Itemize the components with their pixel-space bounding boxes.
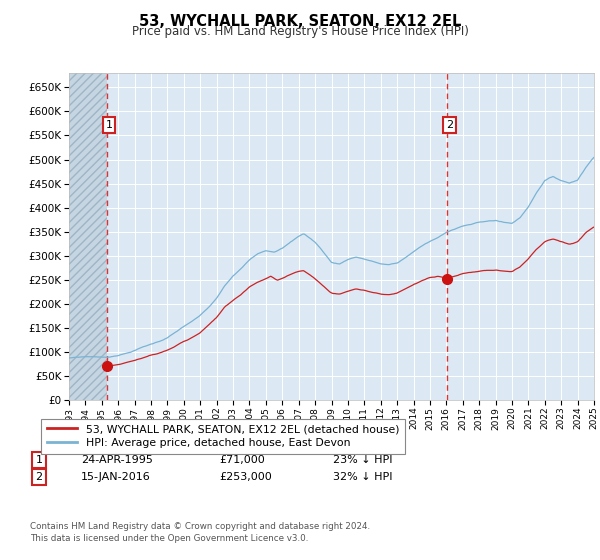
Text: £71,000: £71,000 — [219, 455, 265, 465]
Legend: 53, WYCHALL PARK, SEATON, EX12 2EL (detached house), HPI: Average price, detache: 53, WYCHALL PARK, SEATON, EX12 2EL (deta… — [41, 419, 405, 454]
Text: 1: 1 — [106, 120, 113, 130]
Bar — [69, 73, 107, 400]
Text: 32% ↓ HPI: 32% ↓ HPI — [333, 472, 392, 482]
Text: 53, WYCHALL PARK, SEATON, EX12 2EL: 53, WYCHALL PARK, SEATON, EX12 2EL — [139, 14, 461, 29]
Text: 23% ↓ HPI: 23% ↓ HPI — [333, 455, 392, 465]
Text: Price paid vs. HM Land Registry's House Price Index (HPI): Price paid vs. HM Land Registry's House … — [131, 25, 469, 38]
Text: 15-JAN-2016: 15-JAN-2016 — [81, 472, 151, 482]
Text: 2: 2 — [446, 120, 453, 130]
Text: 1: 1 — [35, 455, 43, 465]
Text: 24-APR-1995: 24-APR-1995 — [81, 455, 153, 465]
Text: Contains HM Land Registry data © Crown copyright and database right 2024.
This d: Contains HM Land Registry data © Crown c… — [30, 522, 370, 543]
Text: £253,000: £253,000 — [219, 472, 272, 482]
Text: 2: 2 — [35, 472, 43, 482]
